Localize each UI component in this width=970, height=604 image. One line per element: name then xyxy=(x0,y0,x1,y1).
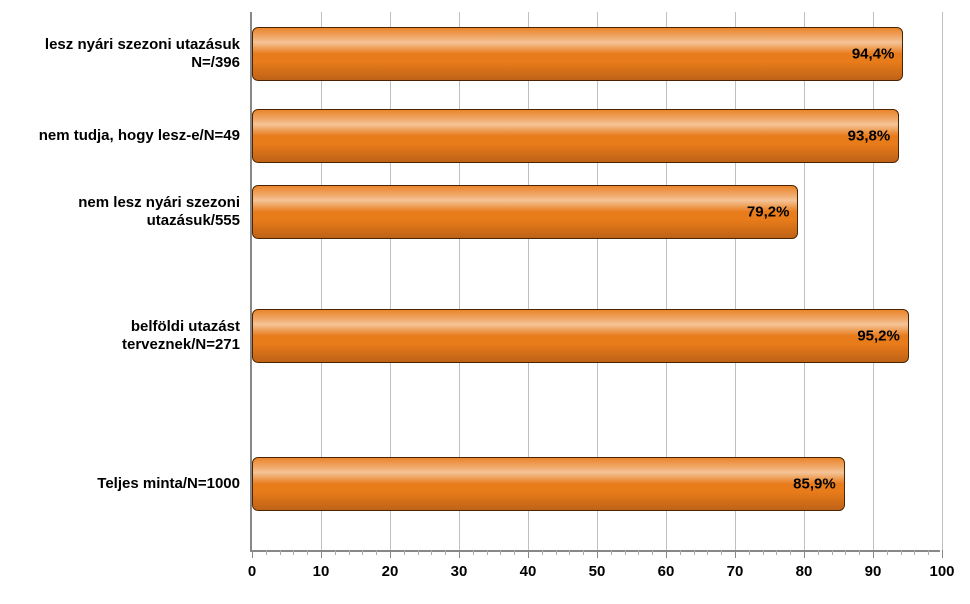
bar-value-label: 94,4% xyxy=(852,46,895,63)
category-label: belföldi utazástterveznek/N=271 xyxy=(10,318,240,354)
bar-value-label: 85,9% xyxy=(793,476,836,493)
x-minor-tick xyxy=(845,550,846,555)
x-tick-label: 30 xyxy=(451,563,468,580)
category-label-line: terveznek/N=271 xyxy=(10,336,240,354)
x-minor-tick xyxy=(280,550,281,555)
x-minor-tick xyxy=(625,550,626,555)
bar-value-label: 93,8% xyxy=(848,128,891,145)
x-minor-tick xyxy=(307,550,308,555)
x-tick-label: 80 xyxy=(796,563,813,580)
category-label-line: nem lesz nyári szezoni xyxy=(10,194,240,212)
plot-area: 010203040506070809010094,4%93,8%79,2%95,… xyxy=(250,12,940,552)
x-minor-tick xyxy=(901,550,902,555)
bar-value-label: 79,2% xyxy=(747,204,790,221)
x-minor-tick xyxy=(376,550,377,555)
x-tick-label: 50 xyxy=(589,563,606,580)
x-minor-tick xyxy=(404,550,405,555)
x-minor-tick xyxy=(652,550,653,555)
x-tick-label: 0 xyxy=(248,563,256,580)
x-tick xyxy=(735,550,736,558)
category-label: nem lesz nyári szezoniutazásuk/555 xyxy=(10,194,240,230)
x-minor-tick xyxy=(707,550,708,555)
chart-container: 0 10 20 30 40 50 60 70 80 90 100 94,4% 93,8% 79,2% 95,… xyxy=(0,0,970,604)
x-minor-tick xyxy=(500,550,501,555)
x-minor-tick xyxy=(928,550,929,555)
x-minor-tick xyxy=(859,550,860,555)
x-minor-tick xyxy=(556,550,557,555)
category-label-line: Teljes minta/N=1000 xyxy=(10,475,240,493)
x-minor-tick xyxy=(776,550,777,555)
category-label-line: N=/396 xyxy=(10,54,240,72)
category-label-line: utazásuk/555 xyxy=(10,212,240,230)
x-minor-tick xyxy=(721,550,722,555)
x-minor-tick xyxy=(694,550,695,555)
x-minor-tick xyxy=(514,550,515,555)
x-minor-tick xyxy=(445,550,446,555)
x-minor-tick xyxy=(749,550,750,555)
x-tick xyxy=(942,550,943,558)
x-tick-label: 20 xyxy=(382,563,399,580)
x-minor-tick xyxy=(611,550,612,555)
category-label: nem tudja, hogy lesz-e/N=49 xyxy=(10,127,240,145)
category-label: lesz nyári szezoni utazásukN=/396 xyxy=(10,36,240,72)
x-minor-tick xyxy=(887,550,888,555)
gridline xyxy=(942,12,943,550)
x-minor-tick xyxy=(335,550,336,555)
x-tick xyxy=(528,550,529,558)
x-tick xyxy=(321,550,322,558)
bar: 85,9% xyxy=(252,457,845,511)
x-minor-tick xyxy=(763,550,764,555)
x-minor-tick xyxy=(487,550,488,555)
category-label-line: belföldi utazást xyxy=(10,318,240,336)
x-minor-tick xyxy=(680,550,681,555)
bar-row: 94,4% xyxy=(252,27,903,81)
x-tick xyxy=(390,550,391,558)
x-minor-tick xyxy=(832,550,833,555)
x-minor-tick xyxy=(418,550,419,555)
x-minor-tick xyxy=(542,550,543,555)
x-minor-tick xyxy=(266,550,267,555)
x-tick xyxy=(666,550,667,558)
x-minor-tick xyxy=(431,550,432,555)
gridline xyxy=(873,12,874,550)
bar: 93,8% xyxy=(252,109,899,163)
x-minor-tick xyxy=(818,550,819,555)
x-tick xyxy=(459,550,460,558)
bar-row: 85,9% xyxy=(252,457,845,511)
x-minor-tick xyxy=(914,550,915,555)
x-minor-tick xyxy=(583,550,584,555)
x-minor-tick xyxy=(569,550,570,555)
bar-row: 95,2% xyxy=(252,309,909,363)
x-tick-label: 60 xyxy=(658,563,675,580)
x-tick-label: 100 xyxy=(929,563,954,580)
bar-value-label: 95,2% xyxy=(857,328,900,345)
x-minor-tick xyxy=(349,550,350,555)
x-tick-label: 40 xyxy=(520,563,537,580)
x-tick xyxy=(873,550,874,558)
bar: 95,2% xyxy=(252,309,909,363)
x-minor-tick xyxy=(473,550,474,555)
x-minor-tick xyxy=(638,550,639,555)
x-tick-label: 90 xyxy=(865,563,882,580)
x-tick xyxy=(804,550,805,558)
x-tick xyxy=(597,550,598,558)
x-minor-tick xyxy=(362,550,363,555)
bar-row: 79,2% xyxy=(252,185,798,239)
x-tick-label: 70 xyxy=(727,563,744,580)
category-label: Teljes minta/N=1000 xyxy=(10,475,240,493)
x-minor-tick xyxy=(790,550,791,555)
x-minor-tick xyxy=(293,550,294,555)
bar-row: 93,8% xyxy=(252,109,899,163)
bar: 79,2% xyxy=(252,185,798,239)
bar: 94,4% xyxy=(252,27,903,81)
category-label-line: lesz nyári szezoni utazásuk xyxy=(10,36,240,54)
x-tick xyxy=(252,550,253,558)
category-label-line: nem tudja, hogy lesz-e/N=49 xyxy=(10,127,240,145)
x-tick-label: 10 xyxy=(313,563,330,580)
